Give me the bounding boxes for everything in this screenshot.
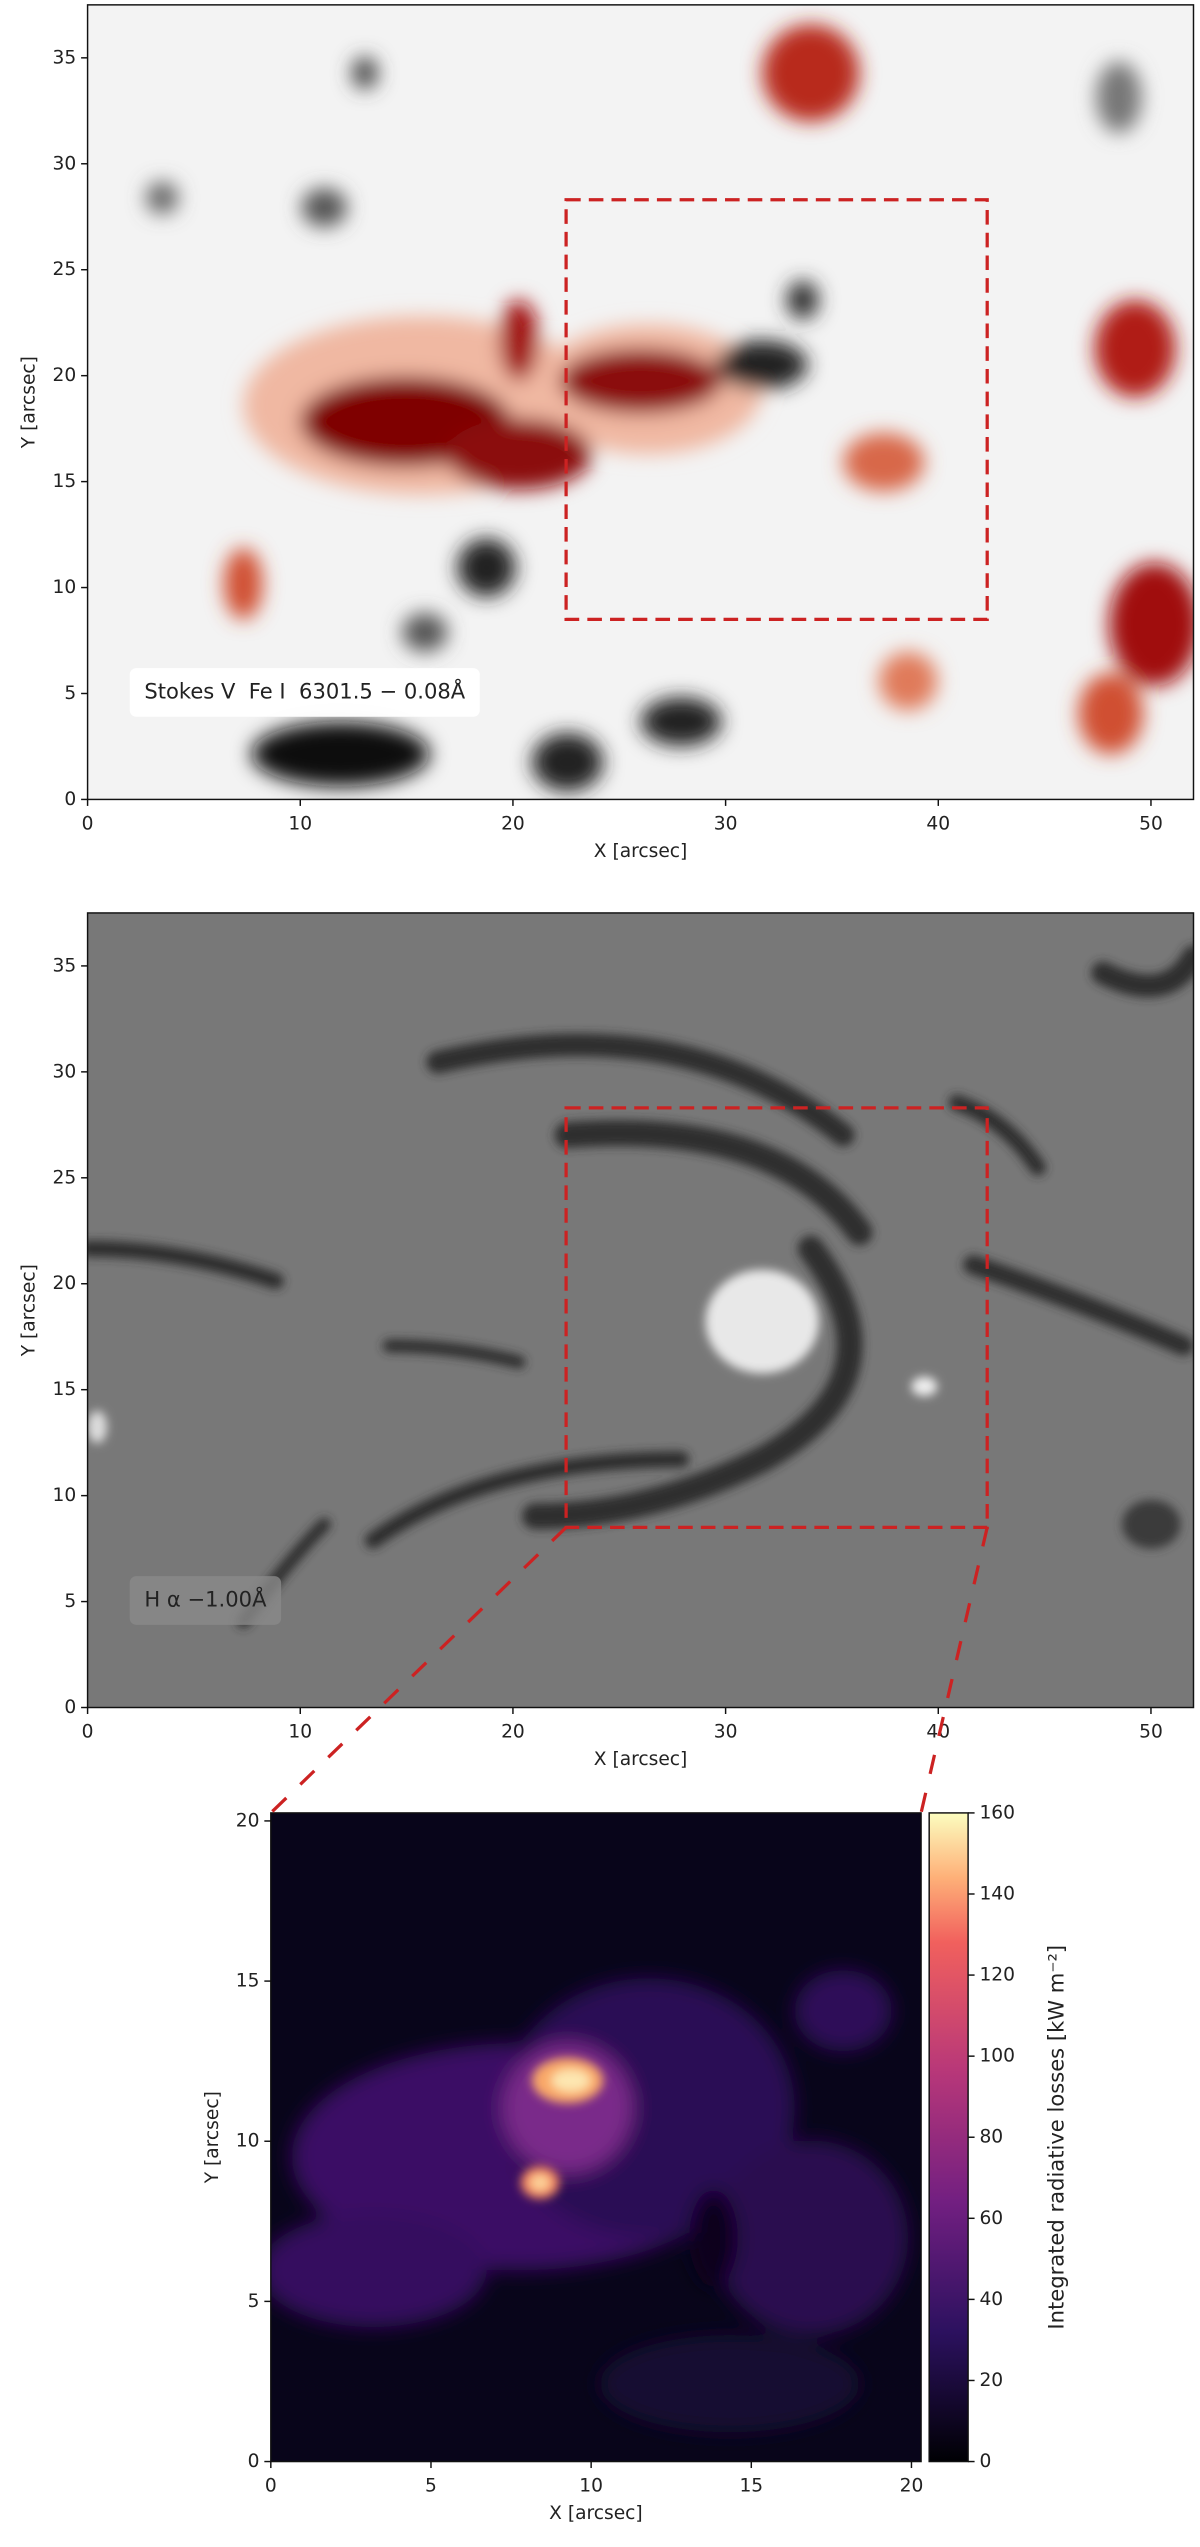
zoom-connector: [269, 1526, 568, 1815]
y-tick-label: 25: [53, 1167, 77, 1188]
x-tick-label: 0: [82, 813, 94, 834]
x-tick-label: 20: [501, 813, 525, 834]
y-tick-label: 5: [64, 1591, 76, 1612]
axes-frame: [86, 4, 1195, 801]
y-tick-label: 0: [248, 2451, 260, 2472]
y-tick-label: 30: [53, 153, 77, 174]
region-box: [564, 198, 989, 621]
region-box: [564, 1106, 989, 1530]
y-tick-label: 10: [53, 577, 77, 598]
y-tick-label: 15: [236, 1971, 260, 1992]
axes-frame: [270, 1812, 922, 2463]
radiative-losses-image: [270, 1812, 922, 2462]
colorbar-tick-label: 40: [979, 2289, 1003, 2310]
annotation-box: [129, 668, 480, 717]
x-tick-label: 10: [579, 2475, 603, 2496]
colorbar-label: Integrated radiative losses [kW m⁻²]: [1043, 1945, 1068, 2330]
x-tick-label: 20: [501, 1721, 525, 1742]
stokes-image: [87, 4, 1194, 800]
y-tick-label: 5: [248, 2291, 260, 2312]
x-tick-label: 20: [900, 2475, 924, 2496]
x-tick-label: 0: [82, 1721, 94, 1742]
y-tick-label: 15: [53, 471, 77, 492]
colorbar-tick-label: 0: [979, 2451, 991, 2472]
x-tick-label: 0: [265, 2475, 277, 2496]
y-tick-label: 20: [236, 1810, 260, 1831]
y-tick-label: 10: [53, 1485, 77, 1506]
x-axis-label: X [arcsec]: [549, 2503, 643, 2524]
y-tick-label: 0: [64, 789, 76, 810]
y-axis-label: Y [arcsec]: [19, 356, 40, 449]
x-tick-label: 50: [1139, 1721, 1163, 1742]
x-tick-label: 15: [739, 2475, 763, 2496]
x-axis-label: X [arcsec]: [594, 1749, 688, 1770]
y-tick-label: 10: [236, 2131, 260, 2152]
colorbar-tick-label: 20: [979, 2370, 1003, 2391]
x-tick-label: 30: [714, 1721, 738, 1742]
y-tick-label: 25: [53, 259, 77, 280]
colorbar-tick-label: 160: [979, 1802, 1015, 1823]
zoom-connector: [919, 1527, 989, 1814]
x-tick-label: 40: [926, 813, 950, 834]
x-tick-label: 30: [714, 813, 738, 834]
y-tick-label: 0: [64, 1697, 76, 1718]
colorbar-tick-label: 100: [979, 2046, 1015, 2067]
y-axis-label: Y [arcsec]: [202, 2091, 223, 2184]
x-tick-label: 10: [288, 813, 312, 834]
annotation-box: [129, 1576, 282, 1625]
y-tick-label: 15: [53, 1379, 77, 1400]
y-tick-label: 5: [64, 683, 76, 704]
y-axis-label: Y [arcsec]: [19, 1264, 40, 1357]
colorbar-tick-label: 120: [979, 1965, 1015, 1986]
y-tick-label: 35: [53, 955, 77, 976]
colorbar: [928, 1812, 969, 2463]
x-axis-label: X [arcsec]: [594, 841, 688, 862]
axes-frame: [86, 912, 1195, 1709]
y-tick-label: 30: [53, 1061, 77, 1082]
x-tick-label: 5: [425, 2475, 437, 2496]
y-tick-label: 35: [53, 47, 77, 68]
colorbar-tick-label: 60: [979, 2208, 1003, 2229]
y-tick-label: 20: [53, 1273, 77, 1294]
y-tick-label: 20: [53, 365, 77, 386]
x-tick-label: 50: [1139, 813, 1163, 834]
annotation: Stokes V Fe I 6301.5 − 0.08Å: [144, 677, 465, 703]
x-tick-label: 10: [288, 1721, 312, 1742]
halpha-image: [87, 912, 1194, 1708]
colorbar-tick-label: 80: [979, 2127, 1003, 2148]
colorbar-tick-label: 140: [979, 1883, 1015, 1904]
annotation: H α −1.00Å: [144, 1585, 267, 1611]
